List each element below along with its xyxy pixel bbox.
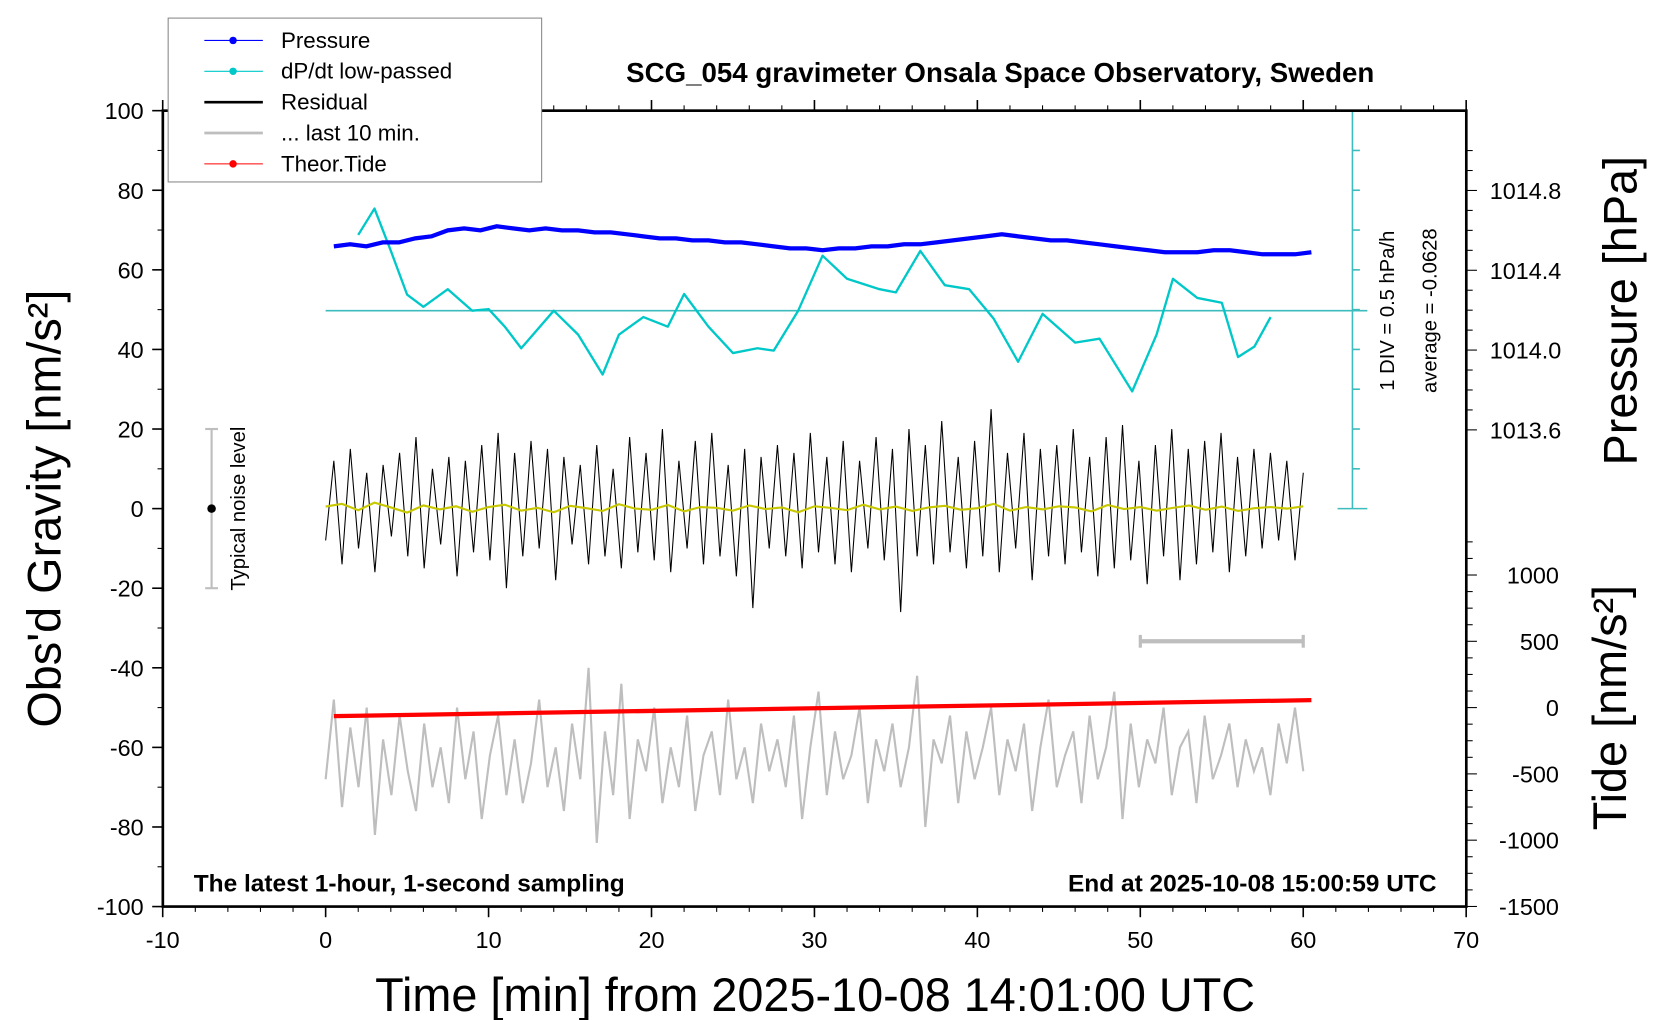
x-tick-label: 20 bbox=[638, 927, 664, 953]
y-tick-label: -80 bbox=[110, 814, 144, 840]
annotation-left: The latest 1-hour, 1-second sampling bbox=[194, 871, 625, 898]
y-tick-label: -40 bbox=[110, 655, 144, 681]
noise-level-dot bbox=[207, 504, 216, 513]
annotation-right: End at 2025-10-08 15:00:59 UTC bbox=[1068, 871, 1437, 898]
y-tick-label: -100 bbox=[97, 894, 144, 920]
y-tick-label: 80 bbox=[118, 178, 144, 204]
pressure-tick-label: 1014.8 bbox=[1490, 178, 1562, 204]
tide-tick-label: -500 bbox=[1512, 761, 1559, 787]
y-tick-label: 20 bbox=[118, 417, 144, 443]
y-tick-label: -60 bbox=[110, 735, 144, 761]
dpdt-scale-label: 1 DIV = 0.5 hPa/h bbox=[1377, 231, 1399, 391]
pressure-tick-label: 1014.0 bbox=[1490, 338, 1562, 364]
y-axis-label-left: Obs'd Gravity [nm/s²] bbox=[19, 290, 71, 728]
legend-label: Pressure bbox=[281, 28, 370, 53]
tide-tick-label: 500 bbox=[1520, 629, 1559, 655]
pressure-tick-label: 1014.4 bbox=[1490, 258, 1562, 284]
pressure-tick-label: 1013.6 bbox=[1490, 417, 1562, 443]
tide-tick-label: 0 bbox=[1546, 695, 1559, 721]
legend-label: Theor.Tide bbox=[281, 151, 387, 176]
series-theor-tide bbox=[333, 698, 1312, 719]
y-tick-label: 100 bbox=[105, 98, 144, 124]
legend-marker bbox=[229, 36, 237, 45]
tide-tick-label: -1000 bbox=[1499, 828, 1559, 854]
x-tick-label: 30 bbox=[801, 927, 827, 953]
x-tick-label: 70 bbox=[1453, 927, 1479, 953]
legend-marker bbox=[229, 160, 237, 168]
x-tick-label: 50 bbox=[1127, 927, 1153, 953]
tide-tick-label: -1500 bbox=[1499, 894, 1559, 920]
series-dpdt bbox=[357, 207, 1272, 393]
dpdt-average-label: average = -0.0628 bbox=[1420, 228, 1442, 393]
series-residual-smoothed bbox=[325, 501, 1304, 514]
series-pressure bbox=[333, 224, 1312, 257]
y-tick-label: 60 bbox=[118, 257, 144, 283]
x-axis-label: Time [min] from 2025-10-08 14:01:00 UTC bbox=[375, 969, 1255, 1020]
x-tick-label: 40 bbox=[964, 927, 990, 953]
y-tick-label: 40 bbox=[118, 337, 144, 363]
x-tick-label: 10 bbox=[476, 927, 502, 953]
series-last-10-min bbox=[324, 667, 1305, 844]
x-tick-label: -10 bbox=[146, 927, 180, 953]
x-tick-label: 60 bbox=[1290, 927, 1316, 953]
x-tick-label: 0 bbox=[319, 927, 332, 953]
legend-marker bbox=[229, 67, 237, 76]
noise-level-label: Typical noise level bbox=[228, 427, 250, 591]
y-axis-label-pressure: Pressure [hPa] bbox=[1595, 156, 1647, 466]
legend-label: ... last 10 min. bbox=[281, 120, 420, 145]
legend: Pressure dP/dt low-passed Residual ... last… bbox=[167, 17, 543, 183]
y-tick-label: 0 bbox=[131, 496, 144, 522]
series-residual bbox=[325, 409, 1304, 613]
legend-label: Residual bbox=[281, 90, 368, 115]
y-tick-label: -20 bbox=[110, 576, 144, 602]
y-axis-label-tide: Tide [nm/s²] bbox=[1584, 585, 1636, 830]
tide-tick-label: 1000 bbox=[1507, 563, 1559, 589]
legend-label: dP/dt low-passed bbox=[281, 59, 452, 84]
chart-title: SCG_054 gravimeter Onsala Space Observat… bbox=[626, 57, 1374, 88]
